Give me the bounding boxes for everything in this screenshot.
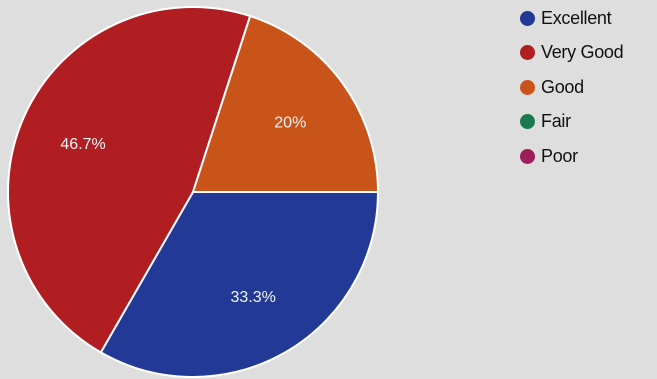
legend-swatch-fair <box>520 114 535 129</box>
data-label-excellent: 33.3% <box>231 289 276 306</box>
legend-swatch-excellent <box>520 10 535 26</box>
legend-swatch-very-good <box>520 45 535 60</box>
pie-slices <box>7 6 380 378</box>
legend-item-excellent[interactable]: Excellent <box>520 6 656 30</box>
legend-label-poor: Poor <box>541 145 578 166</box>
legend-item-fair[interactable]: Fair <box>520 110 656 134</box>
data-label-good: 20% <box>274 114 306 131</box>
legend-label-fair: Fair <box>541 111 571 131</box>
legend-label-good: Good <box>541 76 584 97</box>
legend-item-good[interactable]: Good <box>520 75 656 99</box>
legend-item-very-good[interactable]: Very Good <box>520 41 656 65</box>
pie-data-labels: 33.3% 46.7% 20% <box>60 114 306 306</box>
legend-label-very-good: Very Good <box>541 42 624 62</box>
legend-swatch-good <box>520 79 535 95</box>
legend-swatch-poor <box>520 148 535 164</box>
chart-legend: Excellent Very Good Good Fair Poor <box>520 6 656 179</box>
pie-slice-excellent[interactable] <box>99 191 380 378</box>
pie-slice-very-good[interactable] <box>7 6 252 354</box>
data-label-very-good: 46.7% <box>60 136 105 153</box>
pie-slice-good[interactable] <box>191 14 380 193</box>
legend-item-poor[interactable]: Poor <box>520 144 656 168</box>
legend-label-excellent: Excellent <box>541 7 612 28</box>
